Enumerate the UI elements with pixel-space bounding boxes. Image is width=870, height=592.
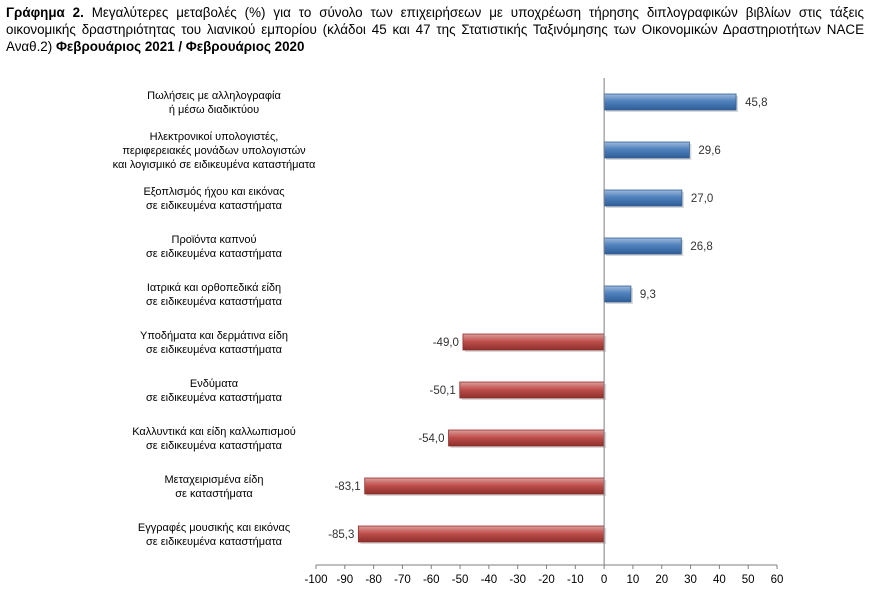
x-tick-label: -40	[481, 574, 498, 586]
x-tick-label: 20	[655, 574, 668, 586]
x-tick-label: 10	[627, 574, 640, 586]
category-label: Μεταχειρισμένα είδη σε καταστήματα	[165, 474, 264, 500]
chart-title: Γράφημα 2. Μεγαλύτερες μεταβολές (%) για…	[6, 4, 864, 55]
value-label: -85,3	[328, 529, 354, 541]
x-tick-label: -80	[365, 574, 382, 586]
x-tick-label: -100	[304, 574, 327, 586]
value-label: 45,8	[745, 97, 767, 109]
value-label: -54,0	[418, 433, 444, 445]
value-label: 29,6	[698, 145, 720, 157]
chart-title-period: Φεβρουάριος 2021 / Φεβρουάριος 2020	[55, 39, 305, 54]
bar	[603, 237, 682, 255]
value-label: 26,8	[690, 241, 712, 253]
value-labels: 45,8 29,6 27,0 26,8 9,3 -49,0 -50,1 -54,0 -83,1 -…	[328, 97, 767, 541]
x-tick-label: 40	[713, 574, 726, 586]
x-tick-label: -20	[538, 574, 555, 586]
x-tick-label: 0	[601, 574, 607, 586]
x-tick-label: -70	[394, 574, 411, 586]
bar	[603, 141, 690, 159]
value-label: -50,1	[430, 385, 456, 397]
value-label: 9,3	[640, 289, 656, 301]
x-tick-label: -10	[567, 574, 584, 586]
x-axis: -100 -90 -80 -70 -60 -50 -40 -30 -20 -10 0 10 20 30 40…	[304, 78, 783, 586]
x-tick-label: -50	[452, 574, 469, 586]
bar	[603, 285, 632, 303]
value-label: -83,1	[334, 481, 360, 493]
category-label: Ηλεκτρονικοί υπολογιστές, περιφερειακές μ…	[113, 131, 316, 171]
category-label: Ενδύματα σε ειδικευμένα καταστήματα	[146, 378, 283, 404]
category-label: Εγγραφές μουσικής και εικόνας σε ειδικευμ…	[138, 522, 290, 548]
bar	[448, 429, 605, 447]
bar	[459, 381, 605, 399]
category-label: Ιατρικά και ορθοπεδικά είδη σε ειδικευμέν…	[146, 282, 283, 308]
bar	[603, 93, 737, 111]
category-label: Πωλήσεις με αλληλογραφία ή μέσω διαδικτύο…	[147, 90, 281, 116]
x-tick-label: 60	[771, 574, 784, 586]
category-label: Προϊόντα καπνού σε ειδικευμένα καταστήματ…	[146, 234, 283, 260]
x-tick-label: -90	[337, 574, 354, 586]
x-tick-label: -30	[509, 574, 526, 586]
bar	[364, 477, 605, 495]
bar	[357, 525, 605, 543]
category-labels: Πωλήσεις με αλληλογραφία ή μέσω διαδικτύο…	[113, 90, 316, 548]
chart-title-text: Μεγαλύτερες μεταβολές (%) για το σύνολο …	[6, 5, 864, 54]
x-tick-label: 50	[742, 574, 755, 586]
bar	[603, 189, 683, 207]
x-tick-label: -60	[423, 574, 440, 586]
category-label: Καλλυντικά και είδη καλλωπισμού σε ειδικε…	[132, 426, 296, 452]
bar	[462, 333, 605, 351]
chart-title-lead: Γράφημα 2.	[6, 5, 84, 20]
value-label: 27,0	[691, 193, 713, 205]
value-label: -49,0	[433, 337, 459, 349]
category-label: Υποδήματα και δερμάτινα είδη σε ειδικευμέ…	[140, 330, 288, 356]
x-tick-label: 30	[684, 574, 697, 586]
category-label: Εξοπλισμός ήχου και εικόνας σε ειδικευμέν…	[143, 186, 284, 212]
bars-group	[357, 93, 739, 544]
